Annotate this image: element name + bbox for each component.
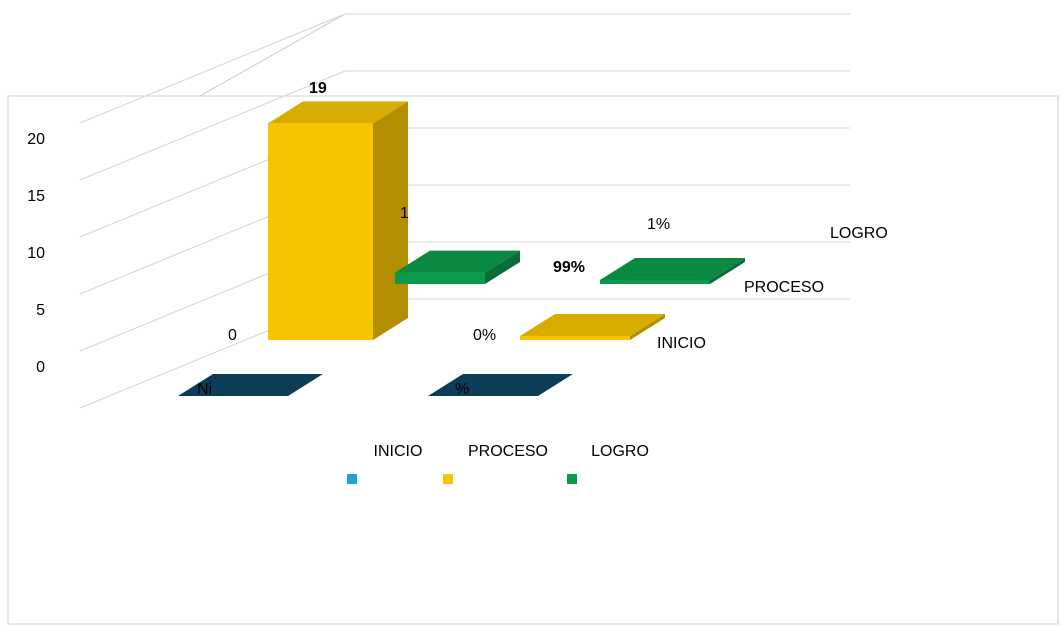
- logro-bar-percent-top: [600, 258, 745, 280]
- legend-label-inicio: INICIO: [374, 443, 423, 460]
- data-label-inicio-percent: 0%: [473, 327, 496, 344]
- depth-label-logro: LOGRO: [830, 225, 888, 242]
- proceso-bar-ni: [268, 101, 408, 340]
- floor-tile-percent: [428, 374, 573, 396]
- legend-marker-inicio: [347, 474, 357, 484]
- depth-axis-labels: LOGRO PROCESO INICIO: [657, 225, 888, 352]
- floor-tiles: [178, 374, 573, 396]
- y-tick-label: 10: [27, 245, 45, 262]
- legend-label-logro: LOGRO: [591, 443, 649, 460]
- category-label-percent: %: [455, 381, 469, 398]
- logro-bar-percent: [600, 258, 745, 284]
- legend-marker-logro: [567, 474, 577, 484]
- logro-bar-ni: [395, 251, 520, 284]
- y-tick-label: 15: [27, 188, 45, 205]
- category-label-ni: Ni: [197, 381, 212, 398]
- y-tick-label: 5: [36, 302, 45, 319]
- data-label-proceso-percent: 99%: [553, 259, 585, 276]
- data-label-proceso-ni: 19: [309, 80, 327, 97]
- chart-frame: [8, 96, 1058, 624]
- gridlines: [80, 14, 850, 408]
- depth-label-inicio: INICIO: [657, 335, 706, 352]
- depth-label-proceso: PROCESO: [744, 279, 824, 296]
- y-tick-label: 20: [27, 131, 45, 148]
- proceso-bar-percent-front: [520, 336, 630, 340]
- data-label-logro-percent: 1%: [647, 216, 670, 233]
- legend-marker-proceso: [443, 474, 453, 484]
- y-axis-ticks: 0 5 10 15 20: [27, 131, 45, 376]
- logro-bar-ni-front: [395, 273, 485, 284]
- legend: INICIO PROCESO LOGRO: [347, 443, 649, 484]
- proceso-bar-percent: [520, 314, 665, 340]
- bars: [268, 101, 745, 340]
- logro-bar-percent-front: [600, 280, 710, 284]
- proceso-bar-ni-front: [268, 123, 373, 340]
- data-label-inicio-ni: 0: [228, 327, 237, 344]
- data-label-logro-ni: 1: [400, 205, 409, 222]
- proceso-bar-percent-top: [520, 314, 665, 336]
- legend-label-proceso: PROCESO: [468, 443, 548, 460]
- y-tick-label: 0: [36, 359, 45, 376]
